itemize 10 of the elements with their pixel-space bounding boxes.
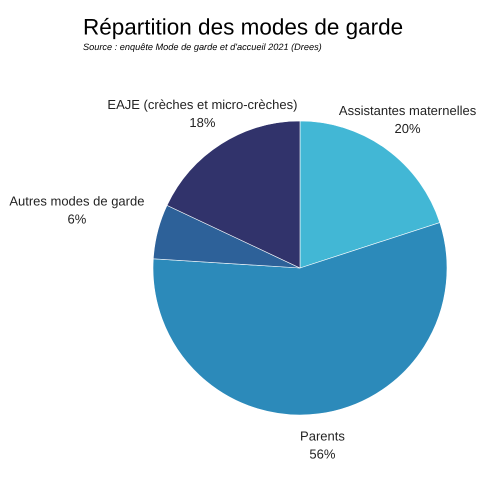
slice-label: Autres modes de garde: [9, 194, 144, 209]
chart-title: Répartition des modes de garde: [83, 14, 404, 40]
data-label: 18%: [189, 115, 216, 130]
data-label: 6%: [67, 212, 87, 227]
slice-label: Parents: [300, 428, 346, 444]
chart-subtitle: Source : enquête Mode de garde et d'accueil 2021 (Drees): [83, 42, 322, 52]
data-label: 20%: [394, 120, 422, 136]
data-label: 56%: [309, 446, 336, 462]
slice-label: EAJE (crèches et micro-crèches): [107, 97, 298, 112]
slice-label: Assistantes maternelles: [338, 102, 477, 118]
